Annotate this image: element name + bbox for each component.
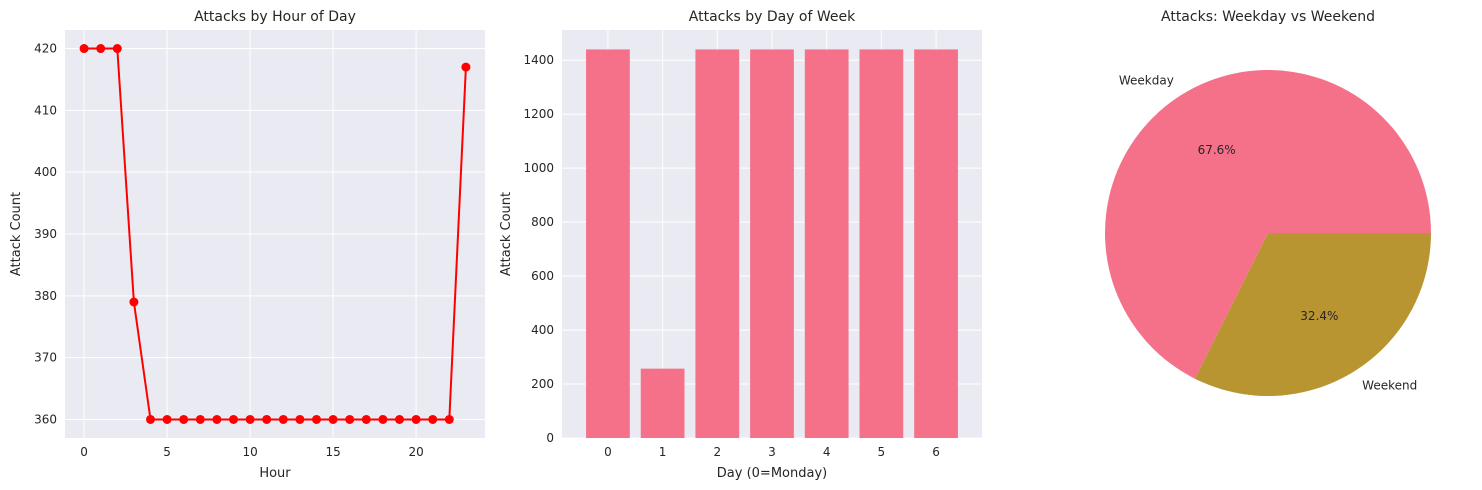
- hour-x-tick-label: 5: [163, 445, 171, 459]
- day-y-tick-label: 1200: [523, 107, 554, 121]
- hour-data-points: [79, 44, 471, 424]
- hour-data-point: [212, 414, 222, 424]
- hour-x-tick-label: 20: [408, 445, 423, 459]
- day-bar: [804, 49, 849, 439]
- pie-chart-title: Attacks: Weekday vs Weekend: [1161, 9, 1375, 25]
- hour-y-tick-label: 370: [34, 351, 57, 365]
- day-x-tick-label: 1: [659, 445, 667, 459]
- day-y-tick-label: 200: [531, 377, 554, 391]
- hour-data-point: [162, 414, 172, 424]
- day-chart-title: Attacks by Day of Week: [689, 9, 856, 25]
- pie-percent-label: 67.6%: [1198, 143, 1236, 157]
- hour-data-point: [295, 414, 305, 424]
- hour-data-point: [461, 62, 471, 72]
- day-y-tick-label: 800: [531, 215, 554, 229]
- hour-x-axis-label: Hour: [259, 466, 291, 481]
- hour-x-tick-label: 10: [242, 445, 257, 459]
- day-y-tick-label: 1000: [523, 161, 554, 175]
- hour-data-point: [328, 414, 338, 424]
- hour-y-axis-label: Attack Count: [9, 192, 24, 276]
- hour-data-point: [395, 414, 405, 424]
- hour-data-point: [262, 414, 272, 424]
- hour-data-point: [345, 414, 355, 424]
- day-y-tick-label: 400: [531, 323, 554, 337]
- day-y-tick-label: 600: [531, 269, 554, 283]
- hour-x-tick-labels: 0 5 10 15 20: [80, 445, 423, 459]
- hour-y-tick-label: 420: [34, 42, 57, 56]
- hour-data-point: [228, 414, 238, 424]
- hour-data-point: [361, 414, 371, 424]
- hour-data-point: [179, 414, 189, 424]
- hour-y-tick-label: 360: [34, 412, 57, 426]
- day-chart: 0 1 2 3 4 5 6 0 200 400 600 800 1000 1200 1400 Attack…: [499, 9, 982, 481]
- day-y-tick-label: 1400: [523, 53, 554, 67]
- hour-y-tick-labels: 360 370 380 390 400 410 420: [34, 42, 57, 427]
- pie-slice: [1104, 70, 1431, 379]
- hour-data-point: [245, 414, 255, 424]
- hour-data-point: [79, 44, 89, 54]
- hour-y-tick-label: 400: [34, 165, 57, 179]
- hour-data-point: [428, 414, 438, 424]
- hour-gridlines: [65, 30, 485, 438]
- day-bars: [586, 49, 958, 439]
- pie-labels: Weekday 67.6% Weekend 32.4%: [1119, 73, 1417, 392]
- day-x-tick-label: 4: [823, 445, 831, 459]
- pie-category-label: Weekday: [1119, 73, 1174, 87]
- day-bar: [586, 49, 630, 439]
- day-y-axis-label: Attack Count: [499, 192, 514, 276]
- hour-x-tick-label: 0: [80, 445, 88, 459]
- hour-y-tick-label: 410: [34, 103, 57, 117]
- hour-data-point: [112, 44, 122, 54]
- day-x-tick-label: 6: [932, 445, 940, 459]
- day-y-tick-label: 0: [546, 431, 554, 445]
- hour-y-tick-label: 390: [34, 227, 57, 241]
- day-bar: [695, 49, 740, 439]
- day-x-tick-label: 3: [768, 445, 776, 459]
- day-x-tick-label: 5: [878, 445, 886, 459]
- hour-data-point: [129, 297, 139, 307]
- day-x-tick-labels: 0 1 2 3 4 5 6: [604, 445, 940, 459]
- hour-y-tick-label: 380: [34, 289, 57, 303]
- day-x-tick-label: 0: [604, 445, 612, 459]
- hour-data-point: [378, 414, 388, 424]
- hour-chart-title: Attacks by Hour of Day: [194, 9, 356, 25]
- pie-slices: [1104, 70, 1431, 397]
- day-y-tick-labels: 0 200 400 600 800 1000 1200 1400: [523, 53, 554, 445]
- day-bar: [914, 49, 958, 439]
- hour-data-point: [145, 414, 155, 424]
- hour-data-point: [96, 44, 106, 54]
- hour-x-tick-label: 15: [325, 445, 340, 459]
- day-bar: [750, 49, 794, 439]
- hour-data-point: [411, 414, 421, 424]
- day-bar: [859, 49, 904, 439]
- weekday-weekend-chart: Weekday 67.6% Weekend 32.4% Attacks: Weekda…: [1104, 9, 1431, 397]
- pie-slice: [1194, 233, 1431, 397]
- pie-percent-label: 32.4%: [1300, 309, 1338, 323]
- hour-data-point: [195, 414, 205, 424]
- day-x-axis-label: Day (0=Monday): [717, 466, 827, 481]
- hour-data-point: [444, 414, 454, 424]
- hour-chart: 0 5 10 15 20 360 370 380 390 400 410 420 Attacks b…: [9, 9, 485, 481]
- hour-data-point: [312, 414, 322, 424]
- day-x-tick-label: 2: [713, 445, 721, 459]
- hour-data-point: [278, 414, 288, 424]
- pie-category-label: Weekend: [1362, 379, 1417, 393]
- day-bar: [640, 368, 685, 438]
